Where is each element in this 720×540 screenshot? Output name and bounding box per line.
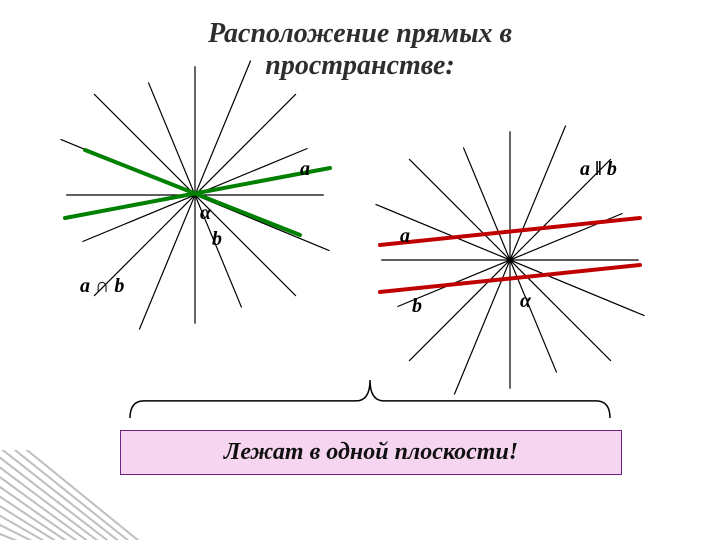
- title-line2: пространстве:: [265, 50, 454, 81]
- label-alpha-left: α: [200, 202, 211, 225]
- label-alpha-right: α: [520, 290, 531, 313]
- page-title: Расположение прямых в пространстве:: [0, 18, 720, 82]
- label-a-right: a: [400, 225, 410, 248]
- caption-box: Лежат в одной плоскости!: [120, 430, 622, 475]
- label-b-right: b: [412, 295, 422, 318]
- label-relation-left: a ∩ b: [80, 275, 124, 298]
- label-a-left: a: [300, 158, 310, 181]
- caption-text: Лежат в одной плоскости!: [224, 439, 518, 465]
- label-relation-right: a ǁ b: [580, 158, 617, 181]
- title-line1: Расположение прямых в: [208, 18, 512, 49]
- label-b-left: b: [212, 228, 222, 251]
- corner-decoration: [0, 450, 140, 540]
